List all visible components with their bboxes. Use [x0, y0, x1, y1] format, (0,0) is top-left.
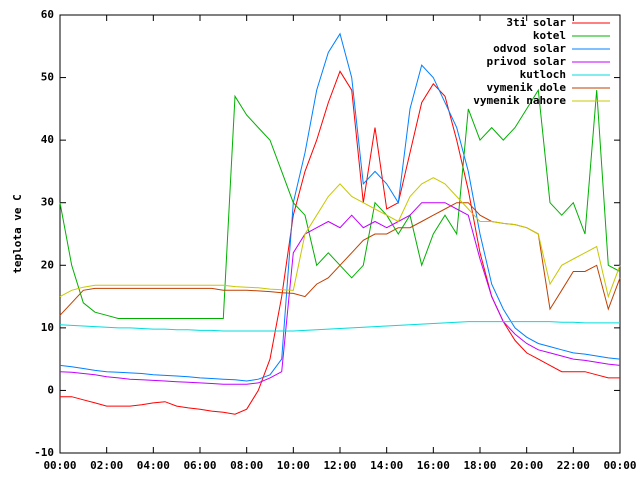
y-tick-label: 40 — [41, 133, 54, 146]
legend-label: vymenik nahore — [473, 94, 566, 107]
plot-border — [59, 14, 621, 454]
x-tick-label: 06:00 — [183, 459, 216, 472]
y-tick-label: 0 — [47, 383, 54, 396]
x-tick-label: 12:00 — [323, 459, 356, 472]
y-tick-label: 20 — [41, 258, 54, 271]
legend-label: kutloch — [520, 68, 566, 81]
x-tick-label: 20:00 — [510, 459, 543, 472]
y-tick-label: 10 — [41, 321, 54, 334]
series-line — [60, 70, 620, 415]
x-tick-label: 18:00 — [463, 459, 496, 472]
x-tick-label: 00:00 — [43, 459, 76, 472]
legend-label: 3ti solar — [506, 16, 566, 29]
x-tick-label: 08:00 — [230, 459, 263, 472]
series-line — [59, 321, 620, 332]
series-line — [59, 88, 621, 319]
y-tick-label: -10 — [34, 446, 54, 459]
x-tick-label: 00:00 — [603, 459, 636, 472]
x-tick-label: 16:00 — [417, 459, 450, 472]
legend-label: privod solar — [487, 55, 567, 68]
x-tick-label: 14:00 — [370, 459, 403, 472]
x-tick-label: 04:00 — [137, 459, 170, 472]
legend-label: vymenik dole — [487, 81, 567, 94]
y-tick-label: 60 — [41, 8, 54, 21]
y-tick-label: 30 — [41, 196, 54, 209]
series-line — [59, 32, 621, 382]
x-tick-label: 22:00 — [557, 459, 590, 472]
series-line — [59, 202, 621, 316]
legend-label: odvod solar — [493, 42, 566, 55]
x-tick-label: 10:00 — [277, 459, 310, 472]
series-line — [59, 177, 621, 299]
y-axis-label: teplota ve C — [11, 194, 24, 273]
series-line — [59, 202, 621, 385]
x-tick-label: 02:00 — [90, 459, 123, 472]
legend-label: kotel — [533, 29, 566, 42]
y-tick-label: 50 — [41, 71, 54, 84]
